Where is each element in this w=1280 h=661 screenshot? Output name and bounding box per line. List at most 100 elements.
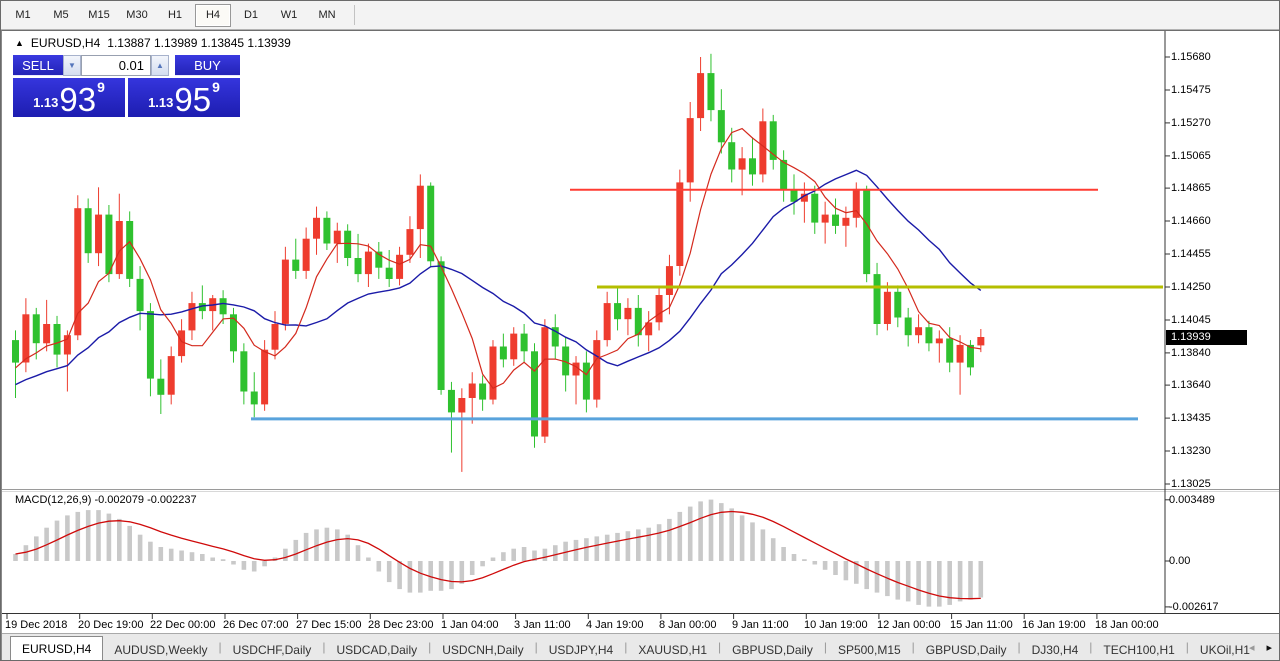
symbol-tab-GBPUSD-Daily[interactable]: GBPUSD,Daily xyxy=(925,643,1007,657)
symbol-tab-USDCHF-Daily[interactable]: USDCHF,Daily xyxy=(232,643,312,657)
timeframe-button-M15[interactable]: M15 xyxy=(88,9,110,21)
bid-price-prefix: 1.13 xyxy=(33,95,59,110)
bid-price-sup: 9 xyxy=(97,79,105,95)
price-axis-label: 1.15680 xyxy=(1171,51,1211,63)
chart-canvas[interactable] xyxy=(2,31,1280,661)
date-axis-label: 15 Jan 11:00 xyxy=(950,619,1013,631)
timeframe-button-H4[interactable]: H4 xyxy=(195,3,231,27)
chart-window: ▲ EURUSD,H4 1.13887 1.13989 1.13845 1.13… xyxy=(1,30,1280,661)
volume-decrease-button[interactable]: ▼ xyxy=(63,55,81,76)
symbol-tab-AUDUSD-Weekly[interactable]: AUDUSD,Weekly xyxy=(114,643,208,657)
symbol-tab-EURUSD-H4[interactable]: EURUSD,H4 xyxy=(10,636,104,660)
date-axis-label: 28 Dec 23:00 xyxy=(368,619,434,631)
symbol-tab-USDCNH-Daily[interactable]: USDCNH,Daily xyxy=(442,643,524,657)
tab-separator: | xyxy=(823,639,827,654)
date-axis-label: 12 Jan 00:00 xyxy=(877,619,941,631)
price-axis-label: 1.14455 xyxy=(1171,248,1211,260)
timeframe-button-M1[interactable]: M1 xyxy=(15,9,31,21)
tab-separator: | xyxy=(534,639,538,654)
macd-axis-label: -0.002617 xyxy=(1169,601,1219,613)
timeframe-toolbar: M1 M5 M15 M30 H1 H4 D1 W1 MN xyxy=(1,1,1279,30)
one-click-trading-panel: SELL ▼ 0.01 ▲ BUY 1.13 93 9 1.13 95 9 xyxy=(13,55,240,117)
tab-separator: | xyxy=(1089,639,1093,654)
date-axis-label: 10 Jan 19:00 xyxy=(804,619,868,631)
bid-price-big: 93 xyxy=(59,81,97,118)
timeframe-button-M5[interactable]: M5 xyxy=(53,9,69,21)
symbol-tab-bar: EURUSD,H4 AUDUSD,Weekly | USDCHF,Daily | USDC… xyxy=(2,633,1279,660)
symbol-tab-UKOil-H1[interactable]: UKOil,H1 xyxy=(1199,643,1250,657)
date-axis-label: 26 Dec 07:00 xyxy=(223,619,289,631)
tab-separator: | xyxy=(218,639,222,654)
date-axis-label: 22 Dec 00:00 xyxy=(150,619,216,631)
date-axis-label: 18 Jan 00:00 xyxy=(1095,619,1159,631)
symbol-tab-TECH100-H1[interactable]: TECH100,H1 xyxy=(1103,643,1175,657)
timeframe-button-M30[interactable]: M30 xyxy=(126,9,148,21)
timeframe-button-D1[interactable]: D1 xyxy=(243,9,259,21)
symbol-tab-XAUUSD-H1[interactable]: XAUUSD,H1 xyxy=(638,643,708,657)
tab-separator: | xyxy=(911,639,915,654)
timeframe-button-H1[interactable]: H1 xyxy=(167,9,183,21)
ask-price-prefix: 1.13 xyxy=(148,95,174,110)
price-axis-label: 1.14865 xyxy=(1171,182,1211,194)
toolbar-separator xyxy=(354,5,355,25)
macd-axis-label: 0.003489 xyxy=(1169,494,1215,506)
tab-separator: | xyxy=(1017,639,1021,654)
chart-title-symbol: EURUSD,H4 xyxy=(30,36,101,50)
tab-scroll-buttons: ◂ ▸ xyxy=(1249,641,1272,654)
volume-increase-button[interactable]: ▲ xyxy=(151,55,169,76)
tab-separator: | xyxy=(322,639,326,654)
current-price-badge: 1.13939 xyxy=(1166,330,1247,345)
chevron-down-icon: ▼ xyxy=(68,61,76,70)
price-axis-label: 1.13840 xyxy=(1171,347,1211,359)
date-axis-label: 19 Dec 2018 xyxy=(5,619,68,631)
tab-separator: | xyxy=(718,639,722,654)
chart-title: ▲ EURUSD,H4 1.13887 1.13989 1.13845 1.13… xyxy=(15,36,291,50)
symbol-tab-GBPUSD-Daily[interactable]: GBPUSD,Daily xyxy=(732,643,813,657)
price-axis-label: 1.15065 xyxy=(1171,150,1211,162)
ma-slow-line xyxy=(15,169,982,386)
macd-signal-line xyxy=(15,510,981,600)
price-axis-label: 1.15270 xyxy=(1171,117,1211,129)
timeframe-button-MN[interactable]: MN xyxy=(318,9,336,21)
tab-scroll-right-icon[interactable]: ▸ xyxy=(1266,642,1272,654)
buy-price-button[interactable]: 1.13 95 9 xyxy=(128,78,240,117)
tab-separator: | xyxy=(624,639,628,654)
symbol-up-triangle-icon: ▲ xyxy=(15,38,24,48)
price-axis-label: 1.14660 xyxy=(1171,215,1211,227)
date-axis-label: 4 Jan 19:00 xyxy=(586,619,644,631)
date-axis-label: 1 Jan 04:00 xyxy=(441,619,499,631)
ma-fast-line xyxy=(15,127,981,390)
price-axis-label: 1.14250 xyxy=(1171,281,1211,293)
date-axis-label: 27 Dec 15:00 xyxy=(296,619,362,631)
timeframe-button-W1[interactable]: W1 xyxy=(280,9,298,21)
ask-price-sup: 9 xyxy=(212,79,220,95)
date-axis-label: 8 Jan 00:00 xyxy=(659,619,717,631)
chart-title-ohlc: 1.13887 1.13989 1.13845 1.13939 xyxy=(107,36,291,50)
symbol-tab-USDJPY-H4[interactable]: USDJPY,H4 xyxy=(548,643,614,657)
price-axis-label: 1.13435 xyxy=(1171,412,1211,424)
sell-button[interactable]: SELL xyxy=(13,55,63,76)
price-axis-label: 1.13230 xyxy=(1171,445,1211,457)
date-axis-label: 16 Jan 19:00 xyxy=(1022,619,1086,631)
symbol-tab-DJ30-H4[interactable]: DJ30,H4 xyxy=(1031,643,1079,657)
price-axis-label: 1.13025 xyxy=(1171,478,1211,490)
price-axis-label: 1.15475 xyxy=(1171,84,1211,96)
sell-price-button[interactable]: 1.13 93 9 xyxy=(13,78,125,117)
macd-axis-label: 0.00 xyxy=(1169,555,1191,567)
buy-button[interactable]: BUY xyxy=(175,55,240,76)
volume-input[interactable]: 0.01 xyxy=(81,55,151,76)
tab-separator: | xyxy=(428,639,432,654)
macd-indicator-label: MACD(12,26,9) -0.002079 -0.002237 xyxy=(15,494,197,506)
price-axis-label: 1.13640 xyxy=(1171,379,1211,391)
symbol-tab-USDCAD-Daily[interactable]: USDCAD,Daily xyxy=(336,643,418,657)
tab-separator: | xyxy=(1185,639,1189,654)
symbol-tab-SP500-M15[interactable]: SP500,M15 xyxy=(837,643,901,657)
chevron-up-icon: ▲ xyxy=(156,61,164,70)
date-axis-label: 20 Dec 19:00 xyxy=(78,619,144,631)
date-axis-label: 9 Jan 11:00 xyxy=(732,619,789,631)
date-axis-label: 3 Jan 11:00 xyxy=(514,619,571,631)
tab-scroll-left-icon[interactable]: ◂ xyxy=(1248,642,1255,654)
ask-price-big: 95 xyxy=(174,81,212,118)
price-axis-label: 1.14045 xyxy=(1171,314,1211,326)
